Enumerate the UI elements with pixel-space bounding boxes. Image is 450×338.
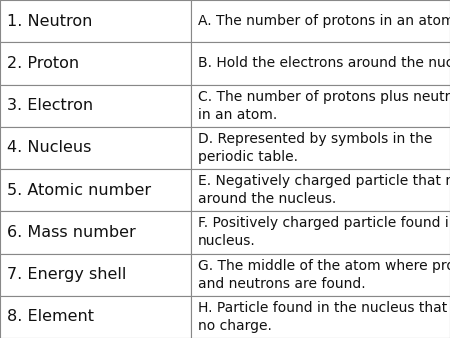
Bar: [191, 169, 450, 211]
Text: 7. Energy shell: 7. Energy shell: [7, 267, 126, 282]
Bar: [0, 296, 191, 338]
Bar: [191, 254, 450, 296]
Text: B. Hold the electrons around the nucleus.: B. Hold the electrons around the nucleus…: [198, 56, 450, 70]
Text: C. The number of protons plus neutrons
in an atom.: C. The number of protons plus neutrons i…: [198, 90, 450, 122]
Bar: [191, 296, 450, 338]
Text: 8. Element: 8. Element: [7, 309, 94, 324]
Bar: [191, 42, 450, 84]
Bar: [0, 169, 191, 211]
Text: 5. Atomic number: 5. Atomic number: [7, 183, 151, 198]
Text: 3. Electron: 3. Electron: [7, 98, 93, 113]
Text: 4. Nucleus: 4. Nucleus: [7, 140, 91, 155]
Text: 6. Mass number: 6. Mass number: [7, 225, 135, 240]
Text: G. The middle of the atom where protons
and neutrons are found.: G. The middle of the atom where protons …: [198, 259, 450, 291]
Bar: [0, 254, 191, 296]
Bar: [0, 84, 191, 127]
Bar: [191, 0, 450, 42]
Text: D. Represented by symbols in the
periodic table.: D. Represented by symbols in the periodi…: [198, 132, 432, 164]
Bar: [191, 127, 450, 169]
Bar: [0, 42, 191, 84]
Text: H. Particle found in the nucleus that has
no charge.: H. Particle found in the nucleus that ha…: [198, 301, 450, 333]
Bar: [191, 84, 450, 127]
Bar: [0, 211, 191, 254]
Text: F. Positively charged particle found in the
nucleus.: F. Positively charged particle found in …: [198, 216, 450, 248]
Text: 1. Neutron: 1. Neutron: [7, 14, 92, 29]
Text: E. Negatively charged particle that moves
around the nucleus.: E. Negatively charged particle that move…: [198, 174, 450, 206]
Bar: [0, 127, 191, 169]
Bar: [191, 211, 450, 254]
Text: 2. Proton: 2. Proton: [7, 56, 79, 71]
Text: A. The number of protons in an atom.: A. The number of protons in an atom.: [198, 14, 450, 28]
Bar: [0, 0, 191, 42]
